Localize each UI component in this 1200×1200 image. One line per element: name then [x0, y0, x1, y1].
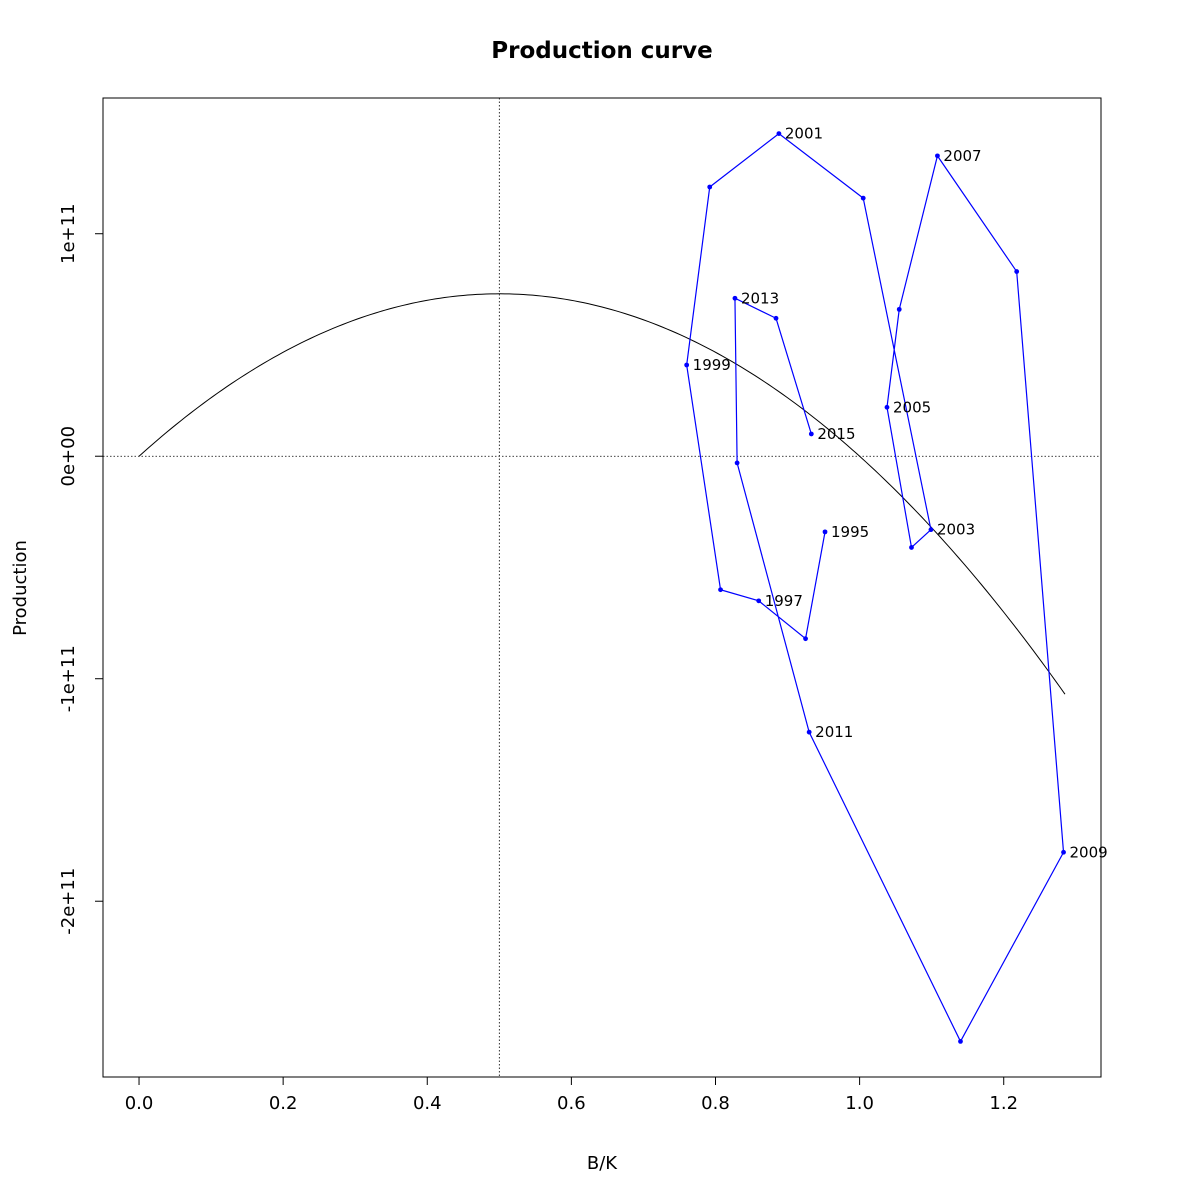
point-label: 1995: [831, 523, 869, 541]
data-point: [935, 153, 940, 159]
production-curve: [138, 293, 1066, 695]
x-tick-label: 0.8: [701, 1093, 730, 1114]
y-tick-label: 1e+11: [58, 203, 79, 264]
data-point: [884, 404, 890, 410]
y-axis: -2e+11 -1e+11 0e+00 1e+11: [58, 203, 103, 935]
plot-frame: [102, 97, 1102, 1078]
series-line: [686, 132, 1065, 1043]
data-point: [860, 195, 866, 201]
data-point: [718, 587, 723, 593]
data-point: [707, 184, 713, 190]
data-point: [684, 362, 690, 368]
data-point: [958, 1039, 963, 1044]
point-label: 2009: [1070, 843, 1108, 861]
data-point: [808, 431, 814, 437]
x-tick-label: 0.6: [557, 1093, 586, 1114]
x-tick-label: 0.0: [125, 1093, 154, 1114]
y-tick-label: 0e+00: [58, 426, 79, 487]
x-tick-label: 0.2: [269, 1093, 298, 1114]
data-point: [803, 636, 808, 642]
point-label: 1997: [765, 592, 803, 610]
data-point: [734, 460, 740, 466]
point-label: 2001: [785, 125, 823, 143]
x-axis: 0.0 0.2 0.4 0.6 0.8 1.0 1.2: [125, 1077, 1018, 1114]
point-label: 2013: [741, 289, 779, 307]
data-point: [776, 131, 782, 137]
data-point: [822, 529, 828, 535]
data-point: [909, 545, 914, 550]
y-tick-label: -2e+11: [58, 868, 79, 935]
x-tick-label: 1.2: [989, 1093, 1018, 1114]
point-label: 2003: [937, 521, 975, 539]
data-point: [773, 315, 779, 321]
y-tick-label: -1e+11: [58, 645, 79, 712]
x-axis-label: B/K: [587, 1153, 618, 1174]
x-tick-label: 1.0: [845, 1093, 874, 1114]
data-point: [928, 527, 934, 533]
point-label: 2005: [893, 398, 931, 416]
point-label: 2011: [815, 723, 853, 741]
data-point: [1014, 269, 1020, 274]
point-label: 2007: [943, 147, 981, 165]
data-point: [756, 598, 762, 604]
x-tick-label: 0.4: [413, 1093, 442, 1114]
y-axis-label: Production: [10, 540, 31, 636]
chart-title: Production curve: [491, 38, 712, 64]
data-point: [896, 306, 902, 312]
data-point: [1061, 849, 1066, 855]
point-label: 2015: [817, 425, 855, 443]
point-label: 1999: [693, 356, 731, 374]
production-curve-layer: [138, 293, 1066, 695]
reference-lines: [103, 98, 1101, 1077]
series-layer: 1995 1997 1999 2001 2003 2005 2007 2009 2011 2013…: [684, 125, 1108, 1044]
data-point: [732, 295, 738, 301]
data-point: [806, 729, 812, 735]
